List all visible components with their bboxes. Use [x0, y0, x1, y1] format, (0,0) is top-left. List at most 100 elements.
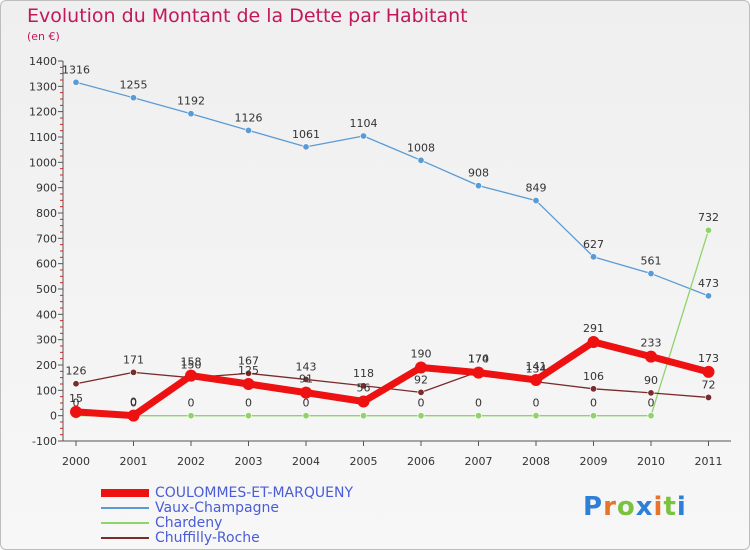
legend-swatch	[101, 507, 149, 509]
data-point	[474, 412, 482, 420]
data-label: 150	[181, 359, 202, 372]
legend-label: Chardeny	[155, 515, 223, 531]
data-label: 72	[702, 378, 716, 391]
legend-label: COULOMMES-ET-MARQUENY	[155, 485, 353, 501]
data-point	[587, 335, 600, 348]
x-tick-label: 2002	[177, 455, 205, 468]
series-line	[75, 81, 710, 297]
data-label: 1061	[292, 128, 320, 141]
y-tick-label: 200	[36, 359, 57, 372]
data-label: 1104	[350, 117, 378, 130]
chart-title: Evolution du Montant de la Dette par Hab…	[27, 5, 468, 27]
data-point	[187, 412, 195, 420]
y-tick-label: 1200	[29, 106, 57, 119]
data-point	[70, 405, 82, 418]
y-tick-label: 300	[36, 334, 57, 347]
data-label: 118	[353, 367, 374, 380]
y-tick-label: -100	[32, 435, 57, 448]
data-point	[130, 368, 138, 376]
data-point	[302, 143, 310, 151]
data-point	[472, 366, 485, 379]
y-tick-label: 900	[36, 182, 57, 195]
data-point	[417, 156, 425, 164]
data-point	[417, 412, 425, 420]
data-label: 0	[533, 397, 540, 410]
data-point	[704, 393, 712, 401]
data-label: 15	[69, 392, 83, 405]
data-label: 0	[130, 397, 137, 410]
data-point	[415, 361, 427, 374]
legend-item: Chardeny	[101, 516, 353, 531]
legend-swatch	[101, 522, 149, 524]
y-tick-label: 700	[36, 232, 57, 245]
data-label: 732	[698, 211, 719, 224]
data-point	[72, 380, 80, 388]
data-label: 190	[411, 348, 432, 361]
data-point	[130, 94, 138, 102]
legend-label: Chuffilly-Roche	[155, 530, 260, 546]
series-line	[75, 229, 710, 417]
data-label: 1192	[177, 95, 205, 108]
legend-item: Chuffilly-Roche	[101, 531, 353, 546]
data-label: 92	[414, 373, 428, 386]
data-label: 0	[648, 397, 655, 410]
y-tick-label: 400	[36, 308, 57, 321]
data-point	[242, 378, 255, 390]
data-label: 1255	[120, 79, 148, 92]
data-label: 167	[238, 354, 259, 367]
legend-label: Vaux-Champagne	[155, 500, 279, 516]
data-label: 1008	[407, 141, 435, 154]
logo-letter: i	[653, 492, 664, 522]
logo-letter: o	[616, 492, 636, 522]
data-point	[359, 412, 367, 420]
x-tick-label: 2001	[120, 455, 148, 468]
series-line	[75, 370, 710, 399]
data-point	[530, 373, 542, 386]
data-point	[647, 389, 655, 397]
chart-legend: COULOMMES-ET-MARQUENY Vaux-Champagne Chard…	[101, 486, 353, 546]
legend-item: COULOMMES-ET-MARQUENY	[101, 486, 353, 501]
x-tick-label: 2005	[350, 455, 378, 468]
data-point	[72, 78, 80, 86]
x-tick-label: 2003	[235, 455, 263, 468]
data-point	[245, 126, 253, 134]
x-tick-label: 2010	[637, 455, 665, 468]
series-line	[72, 338, 712, 420]
data-point	[589, 385, 597, 393]
y-tick-label: 1400	[29, 55, 57, 68]
series-vaux-champagne: 1316 1255 1192 1126 1061 1104 1008 908 849 627 561…	[62, 63, 719, 300]
y-tick-label: 500	[36, 283, 57, 296]
legend-swatch	[101, 537, 149, 539]
y-tick-label: 0	[50, 410, 57, 423]
data-point	[645, 350, 657, 363]
x-tick-label: 2006	[407, 455, 435, 468]
data-point	[187, 110, 195, 118]
data-point	[532, 412, 540, 420]
logo-letter: i	[676, 492, 687, 522]
data-point	[589, 253, 597, 261]
data-label: 849	[526, 182, 547, 195]
data-point	[647, 412, 655, 420]
data-label: 0	[188, 397, 195, 410]
data-label: 171	[123, 353, 144, 366]
data-label: 0	[73, 397, 80, 410]
data-point	[302, 412, 310, 420]
data-label: 0	[130, 396, 137, 409]
data-label: 158	[181, 356, 202, 369]
legend-swatch	[101, 489, 149, 497]
data-label: 0	[418, 397, 425, 410]
data-point	[647, 270, 655, 278]
x-tick-label: 2004	[292, 455, 320, 468]
data-point	[359, 132, 367, 140]
x-tick-label: 2008	[522, 455, 550, 468]
y-tick-label: 1100	[29, 131, 57, 144]
data-label: 126	[66, 365, 87, 378]
proxiti-logo: Proxiti	[583, 492, 687, 522]
data-label: 233	[641, 337, 662, 350]
x-tick-label: 2009	[580, 455, 608, 468]
data-point	[532, 197, 540, 205]
data-label: 908	[468, 167, 489, 180]
